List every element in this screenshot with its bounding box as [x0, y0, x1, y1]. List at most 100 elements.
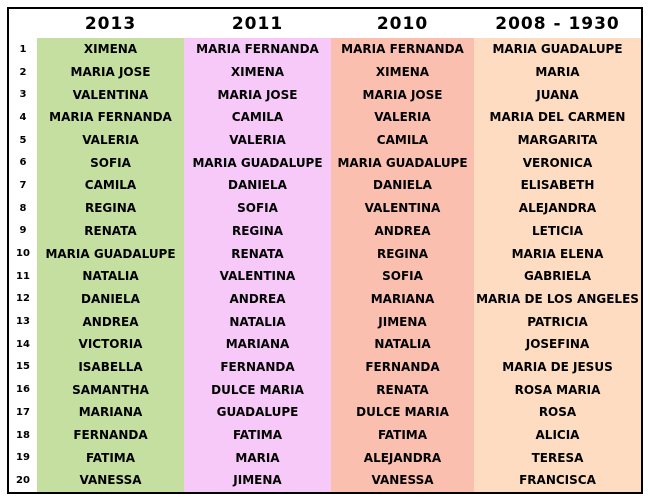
name-cell-2013: MARIA JOSE [37, 60, 184, 84]
name-cell-2013: MARIANA [37, 401, 184, 424]
name-cell-2008-1930: MARIA [474, 60, 641, 84]
name-cell-2013: MARIA GUADALUPE [37, 242, 184, 265]
table-row: 18 FERNANDA FATIMA FATIMA ALICIA [9, 423, 641, 447]
name-cell-2010: REGINA [331, 242, 474, 265]
name-cell-2008-1930: MARIA ELENA [474, 242, 641, 265]
name-cell-2010: MARIANA [331, 287, 474, 311]
rank-cell: 10 [16, 248, 30, 260]
name-cell-2008-1930: JUANA [474, 83, 641, 107]
name-cell-2013: VALERIA [37, 128, 184, 152]
name-cell-2010: VALENTINA [331, 196, 474, 220]
rank-cell: 9 [19, 225, 27, 237]
header-2008-1930: 2008 - 1930 [495, 13, 620, 34]
names-ranking-table: 2013 2011 2010 2008 - 1930 1 XIMENA MARIA … [9, 9, 641, 492]
rank-cell: 14 [16, 338, 30, 350]
name-cell-2011: RENATA [184, 242, 331, 265]
name-cell-2010: RENATA [331, 378, 474, 401]
rank-cell: 7 [19, 179, 27, 191]
rank-cell: 5 [19, 134, 27, 146]
name-cell-2013: SAMANTHA [37, 378, 184, 401]
rank-cell: 1 [19, 43, 27, 55]
name-cell-2013: FERNANDA [37, 423, 184, 447]
table-row: 8 REGINA SOFIA VALENTINA ALEJANDRA [9, 196, 641, 220]
name-cell-2011: CAMILA [184, 106, 331, 129]
name-cell-2008-1930: JOSEFINA [474, 332, 641, 356]
table-row: 3 VALENTINA MARIA JOSE MARIA JOSE JUANA [9, 83, 641, 107]
rank-cell: 2 [19, 66, 27, 78]
name-cell-2013: ANDREA [37, 310, 184, 333]
table-row: 14 VICTORIA MARIANA NATALIA JOSEFINA [9, 332, 641, 356]
name-cell-2008-1930: MARGARITA [474, 128, 641, 152]
name-cell-2010: ANDREA [331, 219, 474, 243]
name-cell-2011: MARIANA [184, 332, 331, 356]
rank-cell: 15 [16, 361, 30, 373]
rank-cell: 11 [16, 270, 30, 282]
name-cell-2011: XIMENA [184, 60, 331, 84]
names-ranking-table-frame: 2013 2011 2010 2008 - 1930 1 XIMENA MARIA … [7, 7, 643, 494]
name-cell-2011: REGINA [184, 219, 331, 243]
name-cell-2010: XIMENA [331, 60, 474, 84]
name-cell-2011: MARIA JOSE [184, 83, 331, 107]
name-cell-2010: VANESSA [331, 469, 474, 492]
name-cell-2010: FERNANDA [331, 355, 474, 379]
rank-cell: 20 [16, 474, 30, 486]
name-cell-2011: JIMENA [184, 469, 331, 492]
name-cell-2013: FATIMA [37, 446, 184, 470]
header-2011: 2011 [231, 13, 284, 34]
name-cell-2013: REGINA [37, 196, 184, 220]
rank-header [9, 9, 37, 38]
table-row: 19 FATIMA MARIA ALEJANDRA TERESA [9, 446, 641, 470]
table-row: 4 MARIA FERNANDA CAMILA VALERIA MARIA DEL CA… [9, 106, 641, 129]
table-body: 1 XIMENA MARIA FERNANDA MARIA FERNANDA MARIA… [9, 38, 641, 492]
name-cell-2008-1930: GABRIELA [474, 264, 641, 288]
header-2010: 2010 [376, 13, 429, 34]
name-cell-2008-1930: ALEJANDRA [474, 196, 641, 220]
header-row: 2013 2011 2010 2008 - 1930 [9, 9, 641, 38]
name-cell-2008-1930: MARIA GUADALUPE [474, 38, 641, 61]
rank-cell: 3 [19, 89, 27, 101]
name-cell-2008-1930: ALICIA [474, 423, 641, 447]
table-row: 7 CAMILA DANIELA DANIELA ELISABETH [9, 174, 641, 197]
name-cell-2008-1930: FRANCISCA [474, 469, 641, 492]
name-cell-2010: MARIA GUADALUPE [331, 151, 474, 175]
name-cell-2011: GUADALUPE [184, 401, 331, 424]
name-cell-2011: FERNANDA [184, 355, 331, 379]
rank-cell: 13 [16, 316, 30, 328]
table-row: 15 ISABELLA FERNANDA FERNANDA MARIA DE JESUS [9, 355, 641, 379]
rank-cell: 17 [16, 406, 30, 418]
name-cell-2010: NATALIA [331, 332, 474, 356]
table-row: 12 DANIELA ANDREA MARIANA MARIA DE LOS ANGEL… [9, 287, 641, 311]
rank-cell: 18 [16, 429, 30, 441]
name-cell-2010: MARIA JOSE [331, 83, 474, 107]
name-cell-2008-1930: ROSA MARIA [474, 378, 641, 401]
table-row: 11 NATALIA VALENTINA SOFIA GABRIELA [9, 264, 641, 288]
table-row: 9 RENATA REGINA ANDREA LETICIA [9, 219, 641, 243]
name-cell-2010: DULCE MARIA [331, 401, 474, 424]
name-cell-2008-1930: PATRICIA [474, 310, 641, 333]
header-2013: 2013 [84, 13, 137, 34]
name-cell-2011: VALERIA [184, 128, 331, 152]
rank-cell: 16 [16, 384, 30, 396]
name-cell-2011: DANIELA [184, 174, 331, 197]
table-row: 6 SOFIA MARIA GUADALUPE MARIA GUADALUPE VERO… [9, 151, 641, 175]
name-cell-2013: NATALIA [37, 264, 184, 288]
table-row: 17 MARIANA GUADALUPE DULCE MARIA ROSA [9, 401, 641, 424]
rank-cell: 8 [19, 202, 27, 214]
name-cell-2011: MARIA [184, 446, 331, 470]
name-cell-2010: VALERIA [331, 106, 474, 129]
name-cell-2010: SOFIA [331, 264, 474, 288]
table-row: 20 VANESSA JIMENA VANESSA FRANCISCA [9, 469, 641, 492]
rank-cell: 12 [16, 293, 30, 305]
table-row: 16 SAMANTHA DULCE MARIA RENATA ROSA MARIA [9, 378, 641, 401]
name-cell-2013: VALENTINA [37, 83, 184, 107]
name-cell-2008-1930: MARIA DEL CARMEN [474, 106, 641, 129]
rank-cell: 19 [16, 452, 30, 464]
name-cell-2011: ANDREA [184, 287, 331, 311]
name-cell-2010: FATIMA [331, 423, 474, 447]
name-cell-2008-1930: TERESA [474, 446, 641, 470]
name-cell-2008-1930: ROSA [474, 401, 641, 424]
name-cell-2010: JIMENA [331, 310, 474, 333]
table-row: 10 MARIA GUADALUPE RENATA REGINA MARIA ELENA [9, 242, 641, 265]
name-cell-2013: DANIELA [37, 287, 184, 311]
name-cell-2011: DULCE MARIA [184, 378, 331, 401]
